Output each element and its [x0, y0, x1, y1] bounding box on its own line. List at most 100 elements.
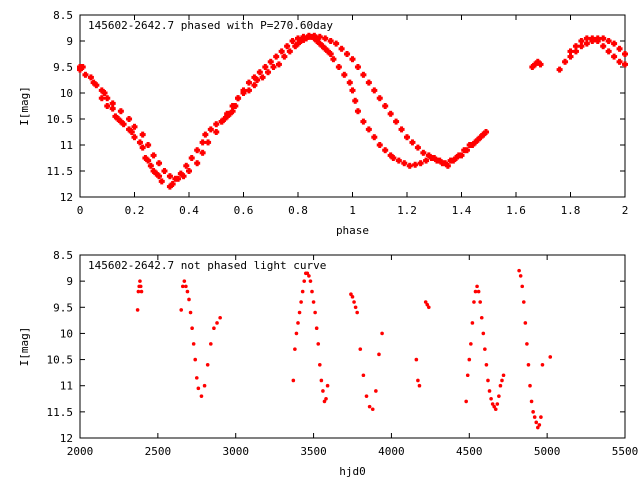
data-point	[442, 160, 449, 167]
x-tick-label: 5500	[612, 445, 639, 458]
data-point	[135, 308, 140, 312]
data-point	[382, 103, 389, 109]
data-point	[489, 396, 493, 401]
x-tick-label: 2000	[67, 445, 94, 458]
data-point	[562, 58, 569, 65]
data-point	[578, 43, 585, 50]
data-point	[484, 363, 489, 367]
data-point	[213, 129, 220, 135]
data-point	[540, 363, 545, 367]
data-point	[377, 352, 381, 357]
data-point	[179, 308, 184, 312]
data-point	[156, 173, 163, 180]
plot-title: 145602-2642.7 not phased light curve	[88, 259, 326, 272]
x-tick-label: 3000	[222, 445, 249, 458]
data-point	[495, 402, 500, 406]
plot-frame	[79, 254, 626, 439]
data-point	[295, 40, 301, 47]
data-point	[341, 71, 348, 78]
data-point	[139, 289, 144, 294]
data-point	[500, 378, 504, 383]
data-point	[423, 300, 428, 304]
x-tick-label: 2500	[145, 445, 172, 458]
data-point	[169, 181, 176, 187]
data-point	[186, 168, 192, 174]
data-point	[77, 66, 83, 73]
data-point	[611, 53, 618, 60]
data-point	[300, 36, 307, 43]
data-point	[161, 168, 168, 174]
data-point	[314, 326, 319, 331]
data-point	[583, 35, 590, 42]
data-point	[128, 129, 135, 135]
data-point	[490, 402, 495, 406]
data-point	[82, 71, 89, 78]
data-point	[531, 410, 535, 414]
data-point	[147, 162, 154, 169]
data-point	[184, 284, 188, 289]
data-point	[251, 74, 258, 81]
data-point	[87, 74, 94, 81]
data-point	[292, 43, 299, 50]
x-tick-label: 0.4	[179, 204, 199, 217]
y-tick-label: 10.5	[47, 113, 74, 126]
data-point	[202, 383, 207, 388]
data-point	[215, 321, 219, 325]
data-point	[483, 129, 490, 135]
data-point	[330, 56, 337, 63]
data-point	[307, 274, 311, 278]
data-point	[534, 420, 539, 425]
data-point	[525, 342, 529, 346]
data-point	[536, 425, 540, 430]
data-point	[275, 61, 282, 68]
data-point	[325, 383, 330, 388]
y-tick-label: 11.5	[47, 165, 74, 178]
data-point	[534, 58, 541, 65]
data-point	[109, 100, 116, 107]
x-tick-label: 1.2	[397, 204, 417, 217]
data-point	[229, 108, 236, 115]
data-point	[539, 415, 543, 419]
data-point	[104, 95, 111, 102]
data-point	[115, 116, 122, 122]
data-point	[395, 157, 402, 164]
data-point	[464, 399, 468, 404]
data-point	[209, 342, 213, 346]
data-point	[352, 97, 359, 104]
data-point	[476, 289, 481, 294]
data-point	[218, 315, 222, 320]
data-point	[150, 152, 157, 159]
data-point	[487, 389, 492, 393]
data-point	[518, 274, 523, 278]
data-point	[414, 357, 419, 362]
data-point	[335, 64, 342, 70]
data-point	[175, 175, 182, 182]
data-point	[532, 61, 539, 68]
data-point	[262, 64, 269, 70]
data-point	[194, 160, 201, 167]
data-point	[185, 289, 190, 294]
data-point	[191, 342, 196, 346]
data-point	[126, 126, 133, 133]
data-point	[374, 389, 378, 393]
data-point	[346, 79, 353, 86]
data-point	[322, 35, 329, 42]
data-point	[316, 40, 323, 47]
data-point	[465, 373, 470, 378]
data-point	[412, 161, 419, 168]
x-tick-label: 4000	[378, 445, 405, 458]
data-point	[529, 399, 534, 404]
data-point	[300, 289, 305, 294]
data-point	[409, 139, 416, 146]
data-point	[473, 289, 478, 294]
data-point	[467, 357, 472, 362]
data-point	[245, 79, 252, 86]
data-point	[296, 321, 300, 325]
data-point	[605, 48, 612, 55]
y-tick-label: 11.5	[47, 406, 74, 419]
data-point	[414, 144, 421, 151]
data-point	[278, 48, 285, 55]
y-tick-label: 8.5	[53, 9, 73, 22]
data-point	[308, 279, 313, 283]
data-point	[324, 396, 328, 401]
